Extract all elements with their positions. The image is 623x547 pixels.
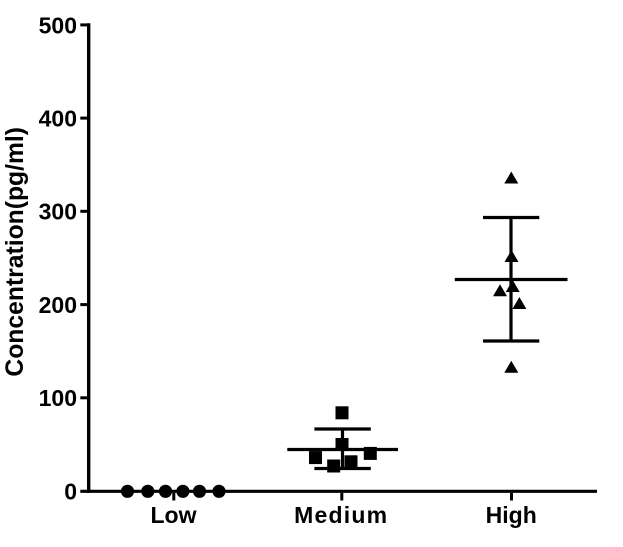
svg-text:High: High <box>486 502 537 528</box>
svg-text:Concentration(pg/ml): Concentration(pg/ml) <box>2 127 29 377</box>
svg-text:500: 500 <box>39 12 77 38</box>
svg-text:0: 0 <box>64 479 77 505</box>
svg-text:400: 400 <box>39 106 77 132</box>
svg-text:Medium: Medium <box>294 502 388 528</box>
svg-text:200: 200 <box>39 292 77 318</box>
svg-text:Low: Low <box>151 502 197 528</box>
svg-text:300: 300 <box>39 199 77 225</box>
svg-text:100: 100 <box>39 385 77 411</box>
